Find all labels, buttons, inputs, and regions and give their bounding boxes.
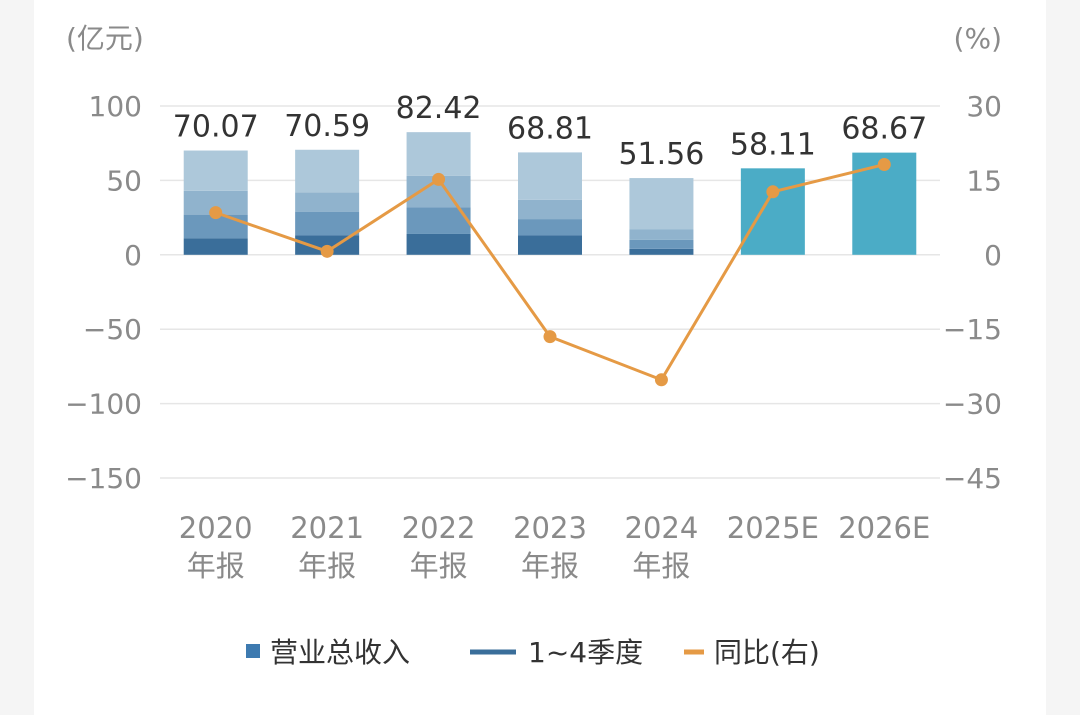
- value-labels: 70.07 70.59 82.42 68.81 51.56 58.11 68.67: [173, 91, 927, 172]
- left-tick-label: −100: [65, 388, 142, 421]
- bar-segment-q4: [406, 132, 471, 176]
- left-tick-label: 0: [124, 239, 142, 272]
- right-tick-label: −45: [943, 462, 1002, 495]
- right-tick-label: −30: [943, 388, 1002, 421]
- bars: [183, 132, 917, 255]
- bar-segment-q1: [406, 233, 471, 255]
- bar-segment-q1: [629, 248, 694, 255]
- category-label-year: 2025E: [727, 511, 819, 545]
- bar-line-chart: (亿元) (%) 100 50 0 −50 −100 −150 30 15 0 −15 −30 −4…: [65, 22, 1002, 669]
- bar-segment-q2: [518, 219, 582, 236]
- category-label-suffix: 年报: [410, 549, 468, 583]
- gridlines: [160, 105, 940, 479]
- left-tick-label: 100: [89, 90, 142, 123]
- bar-value-label: 58.11: [730, 127, 816, 162]
- right-tick-label: 30: [966, 90, 1002, 123]
- category-label-year: 2024: [625, 511, 699, 545]
- category-labels: 2020 年报 2021 年报 2022 年报 2023 年报 2024 年报 2025E 2026E: [179, 511, 931, 583]
- yoy-point: [432, 172, 446, 186]
- legend: 营业总收入 1~4季度 同比(右): [246, 636, 820, 669]
- category-label-suffix: 年报: [521, 549, 579, 583]
- yoy-point: [320, 244, 334, 258]
- bar-segment-q2: [295, 211, 360, 236]
- category-label-suffix: 年报: [298, 549, 356, 583]
- left-tick-label: −50: [83, 313, 142, 346]
- right-tick-label: 15: [966, 164, 1002, 197]
- legend-revenue-label: 营业总收入: [270, 636, 410, 669]
- legend-yoy-label: 同比(右): [714, 636, 820, 669]
- bar-value-label: 82.42: [396, 91, 482, 126]
- yoy-point: [877, 158, 891, 172]
- yoy-point: [766, 185, 780, 199]
- bar-segment-q1: [183, 238, 248, 255]
- bar-value-label: 70.59: [284, 109, 370, 144]
- right-axis-unit: (%): [954, 22, 1002, 55]
- right-axis-ticks: 30 15 0 −15 −30 −45: [943, 90, 1002, 495]
- bar-segment-q2: [183, 214, 248, 239]
- category-label-year: 2022: [402, 511, 476, 545]
- bar-segment-q4: [295, 149, 360, 193]
- chart-panel: (亿元) (%) 100 50 0 −50 −100 −150 30 15 0 −15 −30 −4…: [34, 0, 1046, 715]
- bar-value-label: 70.07: [173, 110, 259, 145]
- bar-segment-q3: [518, 199, 582, 220]
- bar-segment-q4: [518, 152, 582, 200]
- bar-value-label: 51.56: [618, 137, 704, 172]
- bar-segment-q3: [295, 192, 360, 212]
- right-tick-label: −15: [943, 313, 1002, 346]
- bar-segment-q4: [183, 150, 248, 191]
- left-axis-unit: (亿元): [66, 22, 144, 55]
- category-label-year: 2020: [179, 511, 253, 545]
- left-tick-label: 50: [106, 164, 142, 197]
- bar-forecast: [740, 168, 805, 255]
- left-axis-ticks: 100 50 0 −50 −100 −150: [65, 90, 142, 495]
- yoy-line: [209, 158, 891, 387]
- category-label-suffix: 年报: [187, 549, 245, 583]
- bar-segment-q3: [629, 229, 694, 240]
- bar-value-label: 68.81: [507, 111, 593, 146]
- bar-segment-q1: [518, 235, 582, 255]
- yoy-point: [654, 373, 668, 387]
- category-label-year: 2023: [513, 511, 587, 545]
- category-label-suffix: 年报: [632, 549, 690, 583]
- bar-segment-q3: [183, 190, 248, 215]
- bar-segment-q4: [629, 178, 694, 230]
- category-label-year: 2026E: [838, 511, 930, 545]
- bar-value-label: 68.67: [841, 112, 927, 147]
- yoy-point: [209, 206, 223, 220]
- legend-quarters-label: 1~4季度: [528, 636, 643, 669]
- legend-revenue-swatch: [246, 644, 260, 658]
- bar-segment-q2: [629, 239, 694, 249]
- right-tick-label: 0: [984, 239, 1002, 272]
- yoy-point: [543, 330, 557, 344]
- left-tick-label: −150: [65, 462, 142, 495]
- category-label-year: 2021: [290, 511, 364, 545]
